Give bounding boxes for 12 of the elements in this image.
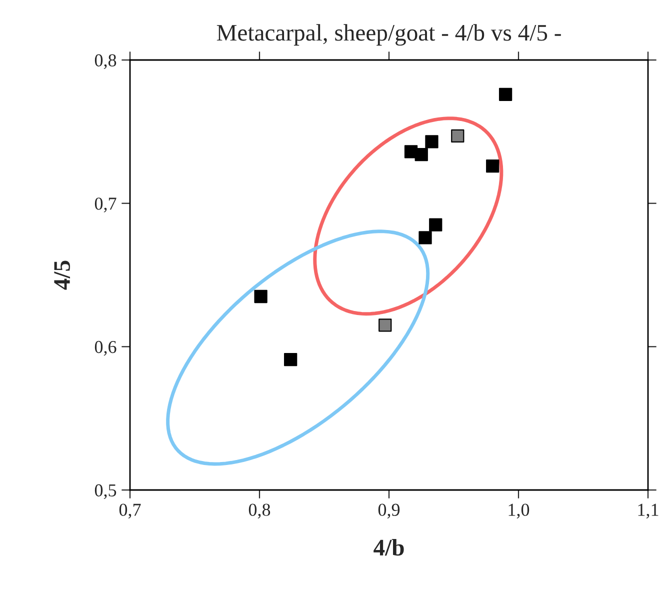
x-tick-label: 1,0 [508,504,530,518]
chart-title: Metacarpal, sheep/goat - 4/b vs 4/5 - [216,24,561,46]
y-tick-label: 0,5 [94,484,116,500]
x-tick-label: 1,1 [638,504,658,518]
x-axis-title: 4/b [374,539,404,556]
y-axis-title: 4/5 [54,260,70,290]
y-tick-label: 0,7 [94,198,116,212]
x-tick-label: 0,8 [248,504,270,518]
y-tick-label: 0,8 [94,54,116,70]
y-tick-label: 0,6 [94,340,116,356]
x-tick-label: 0,9 [378,504,400,518]
x-tick-label: 0,7 [119,504,141,518]
